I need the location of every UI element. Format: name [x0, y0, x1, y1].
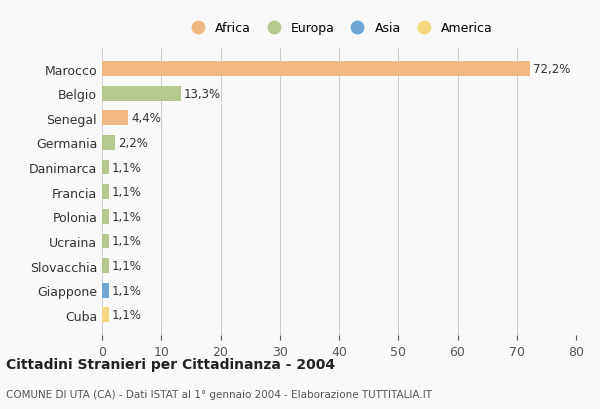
Text: 72,2%: 72,2% — [533, 63, 570, 76]
Text: 1,1%: 1,1% — [112, 235, 142, 248]
Text: Cittadini Stranieri per Cittadinanza - 2004: Cittadini Stranieri per Cittadinanza - 2… — [6, 357, 335, 371]
Bar — [102, 209, 109, 224]
Text: 1,1%: 1,1% — [112, 308, 142, 321]
Text: 1,1%: 1,1% — [112, 259, 142, 272]
Bar — [102, 234, 109, 249]
Bar — [102, 160, 109, 175]
Text: COMUNE DI UTA (CA) - Dati ISTAT al 1° gennaio 2004 - Elaborazione TUTTITALIA.IT: COMUNE DI UTA (CA) - Dati ISTAT al 1° ge… — [6, 389, 432, 399]
Legend: Africa, Europa, Asia, America: Africa, Europa, Asia, America — [181, 18, 497, 38]
Bar — [102, 136, 115, 151]
Text: 1,1%: 1,1% — [112, 186, 142, 199]
Text: 1,1%: 1,1% — [112, 210, 142, 223]
Text: 4,4%: 4,4% — [131, 112, 161, 125]
Bar — [102, 185, 109, 200]
Bar — [102, 111, 128, 126]
Bar — [102, 308, 109, 322]
Bar — [102, 87, 181, 101]
Bar — [102, 283, 109, 298]
Text: 13,3%: 13,3% — [184, 88, 221, 101]
Text: 2,2%: 2,2% — [118, 137, 148, 150]
Bar — [102, 258, 109, 273]
Bar — [102, 62, 530, 77]
Text: 1,1%: 1,1% — [112, 161, 142, 174]
Text: 1,1%: 1,1% — [112, 284, 142, 297]
